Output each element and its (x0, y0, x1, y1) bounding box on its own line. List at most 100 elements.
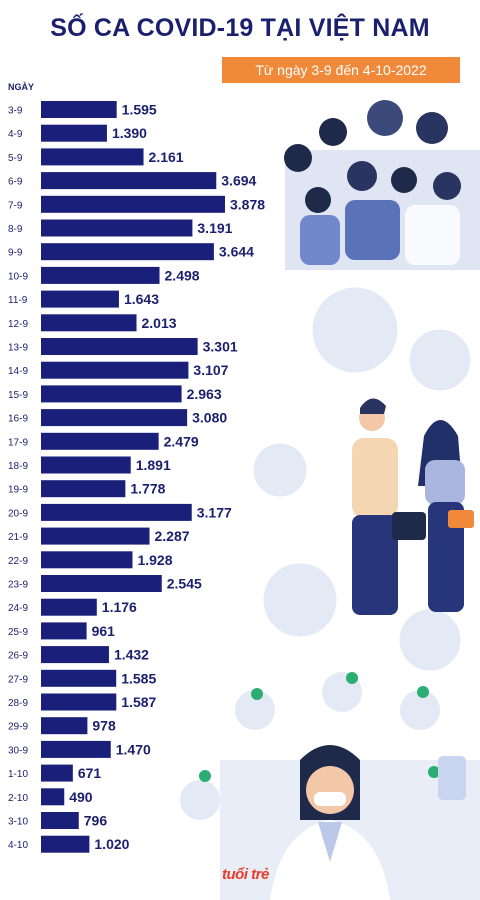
bar (41, 432, 159, 450)
bar (41, 527, 150, 545)
tick-label: 1-10 (8, 769, 28, 780)
tick-label: 17-9 (8, 437, 28, 448)
tick-label: 4-10 (8, 840, 28, 851)
bar (41, 598, 97, 616)
data-label: 2.161 (149, 149, 184, 165)
tick-label: 13-9 (8, 343, 28, 354)
bar (41, 835, 90, 853)
tick-label: 3-10 (8, 817, 28, 828)
bar (41, 551, 133, 569)
tick-label: 9-9 (8, 248, 23, 259)
tick-label: 19-9 (8, 485, 28, 496)
bar (41, 764, 73, 782)
data-label: 1.643 (124, 291, 159, 307)
data-label: 1.928 (137, 552, 172, 568)
bar (41, 669, 117, 687)
bar (41, 385, 182, 403)
bar (41, 717, 88, 735)
data-label: 1.432 (114, 647, 149, 663)
bar (41, 172, 217, 190)
bar (41, 148, 144, 166)
page-title: SỐ CA COVID-19 TẠI VIỆT NAM (50, 14, 430, 42)
tick-label: 6-9 (8, 177, 23, 188)
tick-label: 23-9 (8, 580, 28, 591)
data-label: 3.177 (197, 504, 232, 520)
data-label: 1.891 (136, 457, 171, 473)
data-label: 671 (78, 765, 102, 781)
bar (41, 361, 189, 379)
data-label: 1.176 (102, 599, 137, 615)
bar (41, 219, 193, 237)
bar (41, 243, 214, 261)
data-label: 2.498 (165, 267, 200, 283)
tick-label: 4-9 (8, 129, 23, 140)
tick-label: 16-9 (8, 414, 28, 425)
tick-label: 20-9 (8, 508, 28, 519)
tick-label: 18-9 (8, 461, 28, 472)
tick-label: 8-9 (8, 224, 23, 235)
data-label: 2.013 (142, 315, 177, 331)
tick-label: 28-9 (8, 698, 28, 709)
bar (41, 124, 107, 142)
data-label: 3.878 (230, 196, 265, 212)
data-label: 796 (84, 813, 108, 829)
data-label: 3.191 (197, 220, 232, 236)
data-label: 2.963 (187, 386, 222, 402)
bar (41, 290, 119, 308)
data-label: 978 (92, 718, 116, 734)
data-label: 2.479 (164, 433, 199, 449)
bar (41, 101, 117, 118)
bar (41, 503, 192, 521)
data-label: 2.287 (155, 528, 190, 544)
tick-label: 27-9 (8, 674, 28, 685)
data-label: 3.080 (192, 410, 227, 426)
bar (41, 622, 87, 640)
data-label: 1.470 (116, 741, 151, 757)
data-label: 3.107 (193, 362, 228, 378)
tick-label: 5-9 (8, 153, 23, 164)
data-label: 1.595 (122, 102, 157, 118)
data-label: 1.585 (121, 670, 156, 686)
bar (41, 788, 65, 806)
bar (41, 195, 225, 213)
tick-label: 11-9 (8, 295, 28, 306)
tick-label: 26-9 (8, 651, 28, 662)
tick-label: 3-9 (8, 106, 23, 117)
data-label: 1.587 (121, 694, 156, 710)
tick-label: 15-9 (8, 390, 28, 401)
tick-label: 7-9 (8, 200, 23, 211)
bar (41, 266, 160, 284)
bar (41, 575, 162, 592)
tick-label: 12-9 (8, 319, 28, 330)
bar (41, 338, 198, 355)
data-label: 490 (69, 789, 93, 805)
tick-label: 14-9 (8, 366, 28, 377)
data-label: 961 (92, 623, 116, 639)
data-label: 3.301 (203, 339, 238, 355)
bar (41, 456, 131, 474)
tick-label: 22-9 (8, 556, 28, 567)
bar (41, 480, 126, 498)
tick-label: 24-9 (8, 603, 28, 614)
tick-label: 30-9 (8, 745, 28, 756)
data-label: 1.778 (130, 481, 165, 497)
bar (41, 646, 109, 664)
data-label: 3.644 (219, 244, 254, 260)
date-range-badge: Từ ngày 3-9 đến 4-10-2022 (222, 57, 460, 83)
data-label: 3.694 (221, 173, 256, 189)
data-label: 1.390 (112, 125, 147, 141)
tick-label: 2-10 (8, 793, 28, 804)
data-label: 2.545 (167, 576, 202, 592)
tick-label: 10-9 (8, 271, 28, 282)
tick-label: 21-9 (8, 532, 28, 543)
brand-logo: tuổi trẻ (222, 866, 269, 883)
tick-label: 29-9 (8, 722, 28, 733)
bar (41, 740, 111, 758)
data-label: 1.020 (94, 836, 129, 852)
axis-label: NGÀY (8, 82, 35, 92)
bar (41, 409, 188, 427)
bar (41, 693, 117, 711)
bar (41, 314, 137, 332)
tick-label: 25-9 (8, 627, 28, 638)
